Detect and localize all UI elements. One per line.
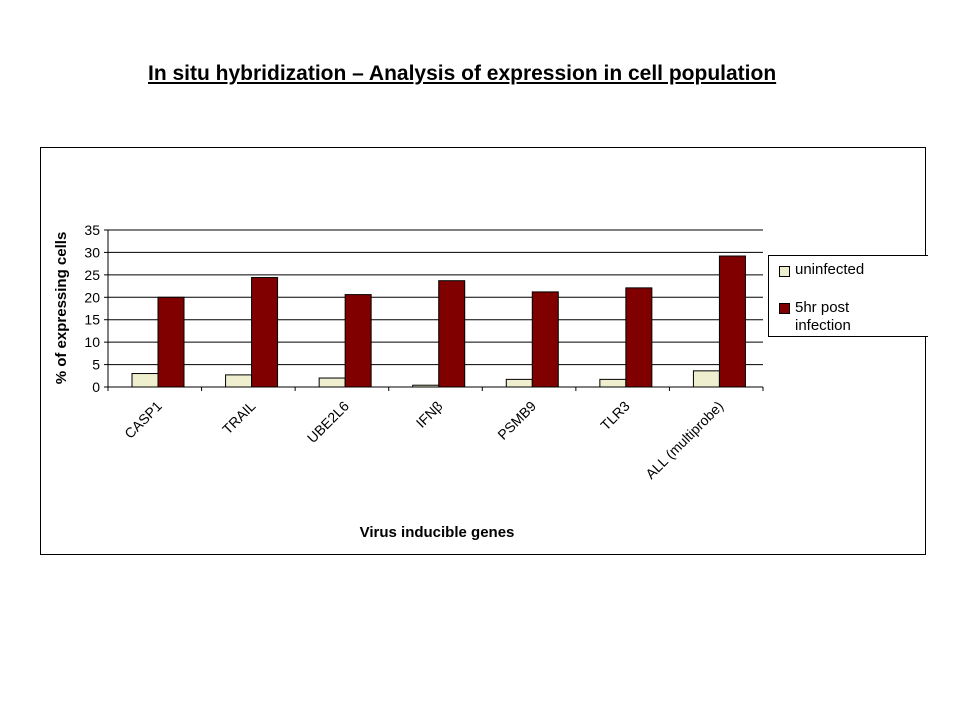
y-tick-label: 0: [92, 379, 100, 395]
legend: uninfected 5hr post infection: [768, 255, 928, 337]
x-tick-label: CASP1: [121, 398, 165, 442]
bar-uninfected: [505, 378, 533, 388]
y-tick-label: 10: [84, 334, 100, 350]
y-axis-title: % of expressing cells: [53, 232, 70, 385]
x-tick-label: TLR3: [597, 398, 633, 434]
x-tick-label: ALL (multiprobe): [642, 398, 726, 482]
chart-frame: [40, 147, 926, 555]
bar-uninfected: [318, 377, 346, 388]
x-axis-title: Virus inducible genes: [360, 524, 515, 541]
bar-infected: [438, 280, 466, 388]
y-tick-label: 25: [84, 267, 100, 283]
bar-infected: [718, 255, 746, 388]
x-tick-label: PSMB9: [494, 398, 539, 443]
y-tick-label: 15: [84, 312, 100, 328]
y-tick-label: 20: [84, 289, 100, 305]
bar-uninfected: [692, 370, 720, 388]
bar-uninfected: [599, 378, 627, 388]
legend-label: uninfected: [795, 261, 865, 278]
x-tick-label: UBE2L6: [304, 398, 352, 446]
bar-uninfected: [131, 373, 159, 388]
bar-infected: [344, 294, 372, 388]
y-tick-label: 5: [92, 357, 100, 373]
axes: [104, 229, 764, 391]
y-tick-label: 35: [84, 222, 100, 238]
bar-uninfected: [225, 374, 253, 388]
legend-label: 5hr post infection: [795, 299, 875, 335]
y-tick-label: 30: [84, 244, 100, 260]
bar-infected: [251, 277, 279, 388]
legend-swatch-uninfected: [779, 266, 790, 277]
page-title: In situ hybridization – Analysis of expr…: [148, 62, 777, 85]
bar-infected: [531, 291, 559, 388]
legend-swatch-infected: [779, 303, 790, 314]
x-tick-label: TRAIL: [219, 398, 259, 438]
bars: [131, 255, 746, 388]
legend-label-text: 5hr post infection: [795, 299, 851, 334]
bar-infected: [625, 287, 653, 388]
x-tick-label: IFNβ: [413, 398, 446, 431]
gridlines: [108, 229, 763, 366]
bar-infected: [157, 296, 185, 388]
